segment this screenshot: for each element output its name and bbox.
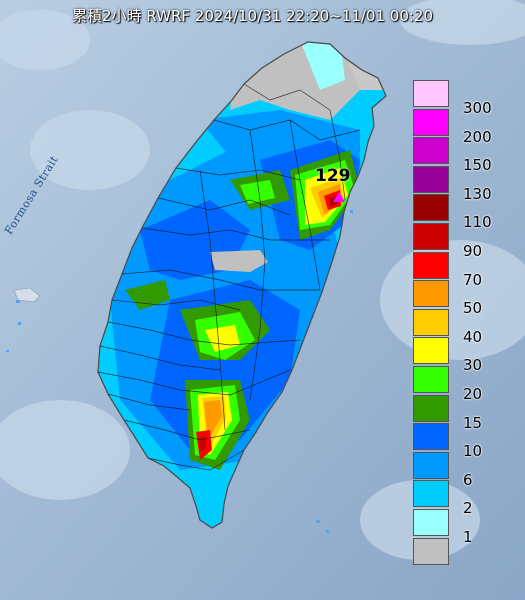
- legend-swatch: [413, 137, 449, 165]
- legend-swatch: [413, 423, 449, 451]
- legend-label: 110: [463, 213, 492, 232]
- legend-label: 30: [463, 356, 483, 375]
- rainfall-legend: 300 200 150 130 110 90 70 50 40 30 20 15 10 6 2 1: [413, 80, 523, 570]
- legend-swatch: [413, 108, 449, 136]
- legend-label: 200: [463, 127, 492, 146]
- legend-swatch: [413, 223, 449, 250]
- legend-label: 1: [463, 528, 473, 546]
- legend-swatch: [413, 80, 449, 107]
- legend-swatch: [413, 308, 449, 336]
- legend-swatch: [413, 251, 449, 279]
- legend-label: 6: [463, 470, 473, 489]
- max-rainfall-value: 129: [315, 166, 351, 186]
- legend-label: 300: [463, 99, 492, 117]
- coastline: [97, 41, 387, 529]
- boundary-lines: [97, 83, 361, 471]
- legend-label: 70: [463, 270, 483, 289]
- legend-swatch: [413, 480, 449, 508]
- legend-label: 50: [463, 299, 483, 318]
- legend-swatch: [413, 451, 449, 479]
- legend-swatch: [413, 509, 449, 536]
- legend-swatch: [413, 280, 449, 308]
- legend-label: 15: [463, 413, 483, 432]
- map-title: 累積2小時 RWRF 2024/10/31 22:20~11/01 00:20: [72, 7, 434, 25]
- legend-label: 20: [463, 385, 483, 403]
- legend-label: 130: [463, 184, 492, 203]
- legend-swatch: [413, 366, 449, 393]
- legend-swatch: [413, 337, 449, 365]
- legend-swatch: [413, 537, 449, 565]
- legend-label: 150: [463, 156, 492, 175]
- legend-swatch: [413, 194, 449, 222]
- legend-swatch: [413, 165, 449, 193]
- max-rainfall-marker-icon: [333, 192, 345, 202]
- legend-label: 90: [463, 242, 483, 260]
- legend-label: 40: [463, 327, 483, 346]
- legend-swatch: [413, 394, 449, 422]
- legend-label: 2: [463, 499, 473, 518]
- legend-label: 10: [463, 442, 483, 461]
